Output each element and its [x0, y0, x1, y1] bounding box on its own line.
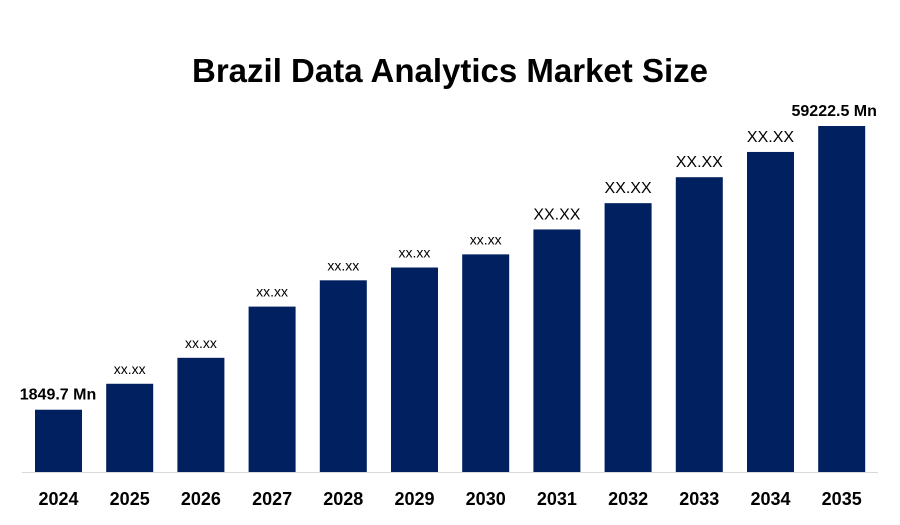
- bar-2027: [248, 306, 296, 472]
- bar-2024: [35, 409, 82, 472]
- data-label: XX.XX: [605, 180, 652, 197]
- data-label: xx.xx: [470, 231, 502, 247]
- chart-title: Brazil Data Analytics Market Size: [192, 52, 708, 89]
- data-label: xx.xx: [185, 335, 217, 351]
- data-label: xx.xx: [256, 284, 288, 300]
- data-label: XX.XX: [747, 129, 794, 146]
- x-tick-label: 2025: [110, 489, 150, 509]
- data-label: xx.xx: [114, 361, 146, 377]
- bar-2028: [319, 280, 367, 472]
- data-label: 1849.7 Mn: [20, 387, 96, 404]
- data-label: xx.xx: [327, 257, 359, 273]
- bar-2030: [462, 254, 510, 472]
- x-tick-label: 2033: [679, 489, 719, 509]
- bar-2025: [106, 383, 154, 472]
- bar-2031: [533, 229, 581, 472]
- data-label: XX.XX: [533, 206, 580, 223]
- bar-2035: [818, 126, 866, 472]
- bar-2029: [391, 267, 438, 472]
- x-tick-label: 2027: [252, 489, 292, 509]
- x-tick-label: 2029: [394, 489, 434, 509]
- x-tick-label: 2030: [466, 489, 506, 509]
- bar-2033: [675, 177, 723, 472]
- x-tick-label: 2028: [323, 489, 363, 509]
- data-label: XX.XX: [676, 154, 723, 171]
- x-tick-label: 2031: [537, 489, 577, 509]
- x-tick-label: 2034: [750, 489, 790, 509]
- x-tick-label: 2024: [38, 489, 78, 509]
- bar-2032: [604, 203, 652, 472]
- x-tick-label: 2032: [608, 489, 648, 509]
- x-tick-label: 2035: [822, 489, 862, 509]
- data-label: xx.xx: [399, 245, 431, 261]
- data-label: 59222.5 Mn: [792, 103, 877, 120]
- x-tick-label: 2026: [181, 489, 221, 509]
- bar-2034: [747, 151, 794, 472]
- bar-2026: [177, 357, 225, 472]
